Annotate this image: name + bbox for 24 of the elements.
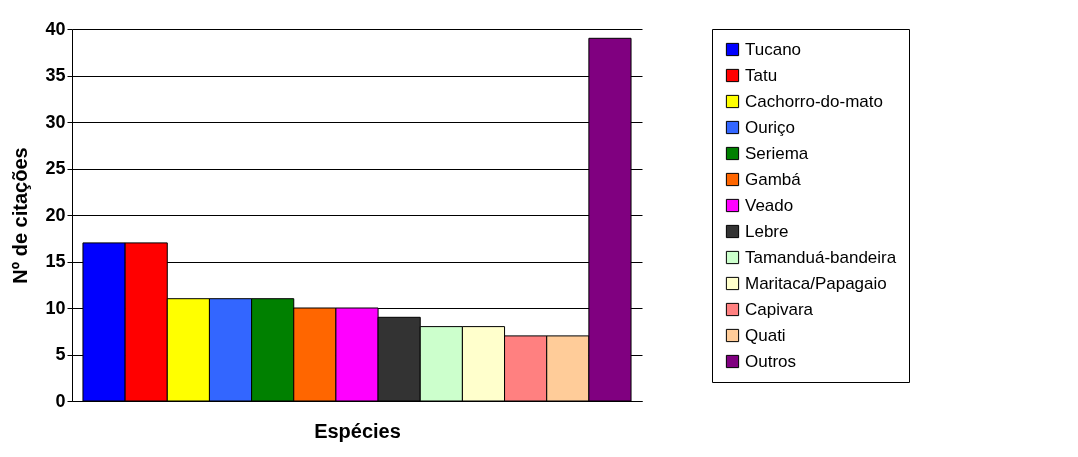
legend-label: Veado xyxy=(745,195,794,215)
y-tick-label: 40 xyxy=(45,18,66,39)
legend-label: Quati xyxy=(745,325,786,345)
legend-label: Lebre xyxy=(745,221,789,241)
y-axis-title: Nº de citações xyxy=(9,147,32,284)
x-axis-title: Espécies xyxy=(314,419,401,442)
legend-label: Capivara xyxy=(745,299,814,319)
legend-label: Tucano xyxy=(745,39,802,59)
y-tick-label: 30 xyxy=(45,111,66,132)
y-tick-label: 25 xyxy=(45,158,66,178)
y-tick-label: 0 xyxy=(55,390,66,411)
legend-label: Maritaca/Papagaio xyxy=(745,273,887,293)
y-tick-label: 10 xyxy=(45,297,66,318)
legend-label: Gambá xyxy=(745,169,802,189)
legend-label: Outros xyxy=(745,351,797,371)
y-tick-label: 20 xyxy=(45,204,66,225)
y-tick-label: 15 xyxy=(45,251,66,271)
y-tick-label: 35 xyxy=(45,65,66,85)
legend-label: Cachorro-do-mato xyxy=(745,91,883,111)
y-tick-label: 5 xyxy=(55,344,66,364)
legend-label: Tatu xyxy=(745,65,778,85)
legend-label: Tamanduá-bandeira xyxy=(745,247,897,267)
legend-label: Seriema xyxy=(745,143,809,163)
legend-label: Ouriço xyxy=(745,117,796,137)
